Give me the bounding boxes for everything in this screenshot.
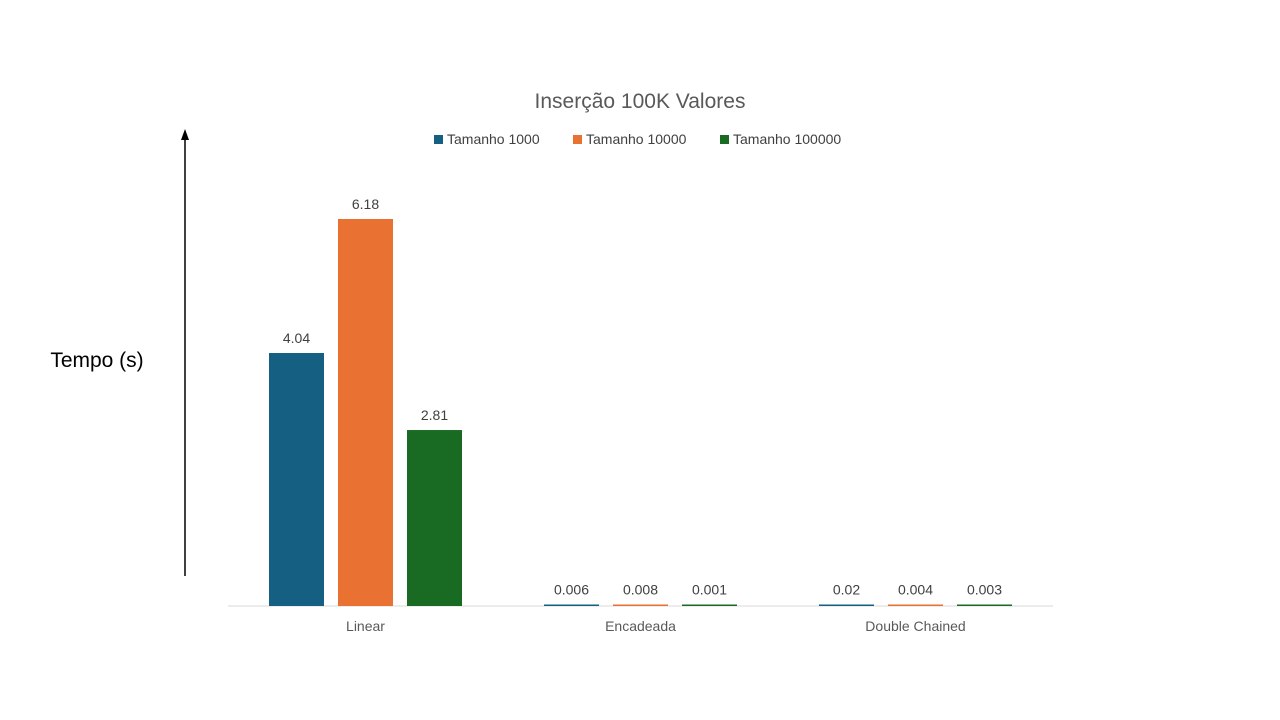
legend-swatch-tamanho-100000 [720, 135, 729, 144]
y-axis-arrow-head [181, 129, 189, 140]
data-labels-group: 4.04 6.18 2.81 0.006 0.008 0.001 0.02 0.004 0.00… [283, 196, 1002, 598]
category-label-double-chained: Double Chained [865, 618, 965, 634]
bar-double-chained-tamanho-1000 [819, 604, 874, 606]
bar-double-chained-tamanho-10000 [888, 604, 943, 606]
bar-double-chained-tamanho-100000 [957, 604, 1012, 606]
bars-group [269, 219, 1012, 606]
legend: Tamanho 1000 Tamanho 10000 Tamanho 100000 [434, 131, 841, 147]
data-label-double-chained-tamanho-10000: 0.004 [898, 582, 933, 598]
category-label-encadeada: Encadeada [605, 618, 676, 634]
chart-title: Inserção 100K Valores [535, 90, 746, 113]
data-label-encadeada-tamanho-100000: 0.001 [692, 582, 727, 598]
bar-encadeada-tamanho-100000 [682, 604, 737, 606]
legend-label-tamanho-100000: Tamanho 100000 [733, 131, 841, 147]
data-label-encadeada-tamanho-10000: 0.008 [623, 582, 658, 598]
legend-label-tamanho-1000: Tamanho 1000 [447, 131, 540, 147]
bar-linear-tamanho-100000 [407, 430, 462, 606]
data-label-double-chained-tamanho-100000: 0.003 [967, 582, 1002, 598]
data-label-double-chained-tamanho-1000: 0.02 [833, 582, 860, 598]
legend-label-tamanho-10000: Tamanho 10000 [586, 131, 687, 147]
bar-linear-tamanho-10000 [338, 219, 393, 606]
legend-swatch-tamanho-10000 [573, 135, 582, 144]
category-label-linear: Linear [346, 618, 385, 634]
bar-encadeada-tamanho-10000 [613, 604, 668, 606]
y-axis-label: Tempo (s) [50, 349, 143, 372]
data-label-encadeada-tamanho-1000: 0.006 [554, 582, 589, 598]
data-label-linear-tamanho-100000: 2.81 [421, 407, 448, 423]
legend-swatch-tamanho-1000 [434, 135, 443, 144]
category-labels-group: Linear Encadeada Double Chained [346, 618, 966, 634]
data-label-linear-tamanho-1000: 4.04 [283, 330, 310, 346]
bar-encadeada-tamanho-1000 [544, 604, 599, 606]
data-label-linear-tamanho-10000: 6.18 [352, 196, 379, 212]
bar-linear-tamanho-1000 [269, 353, 324, 606]
